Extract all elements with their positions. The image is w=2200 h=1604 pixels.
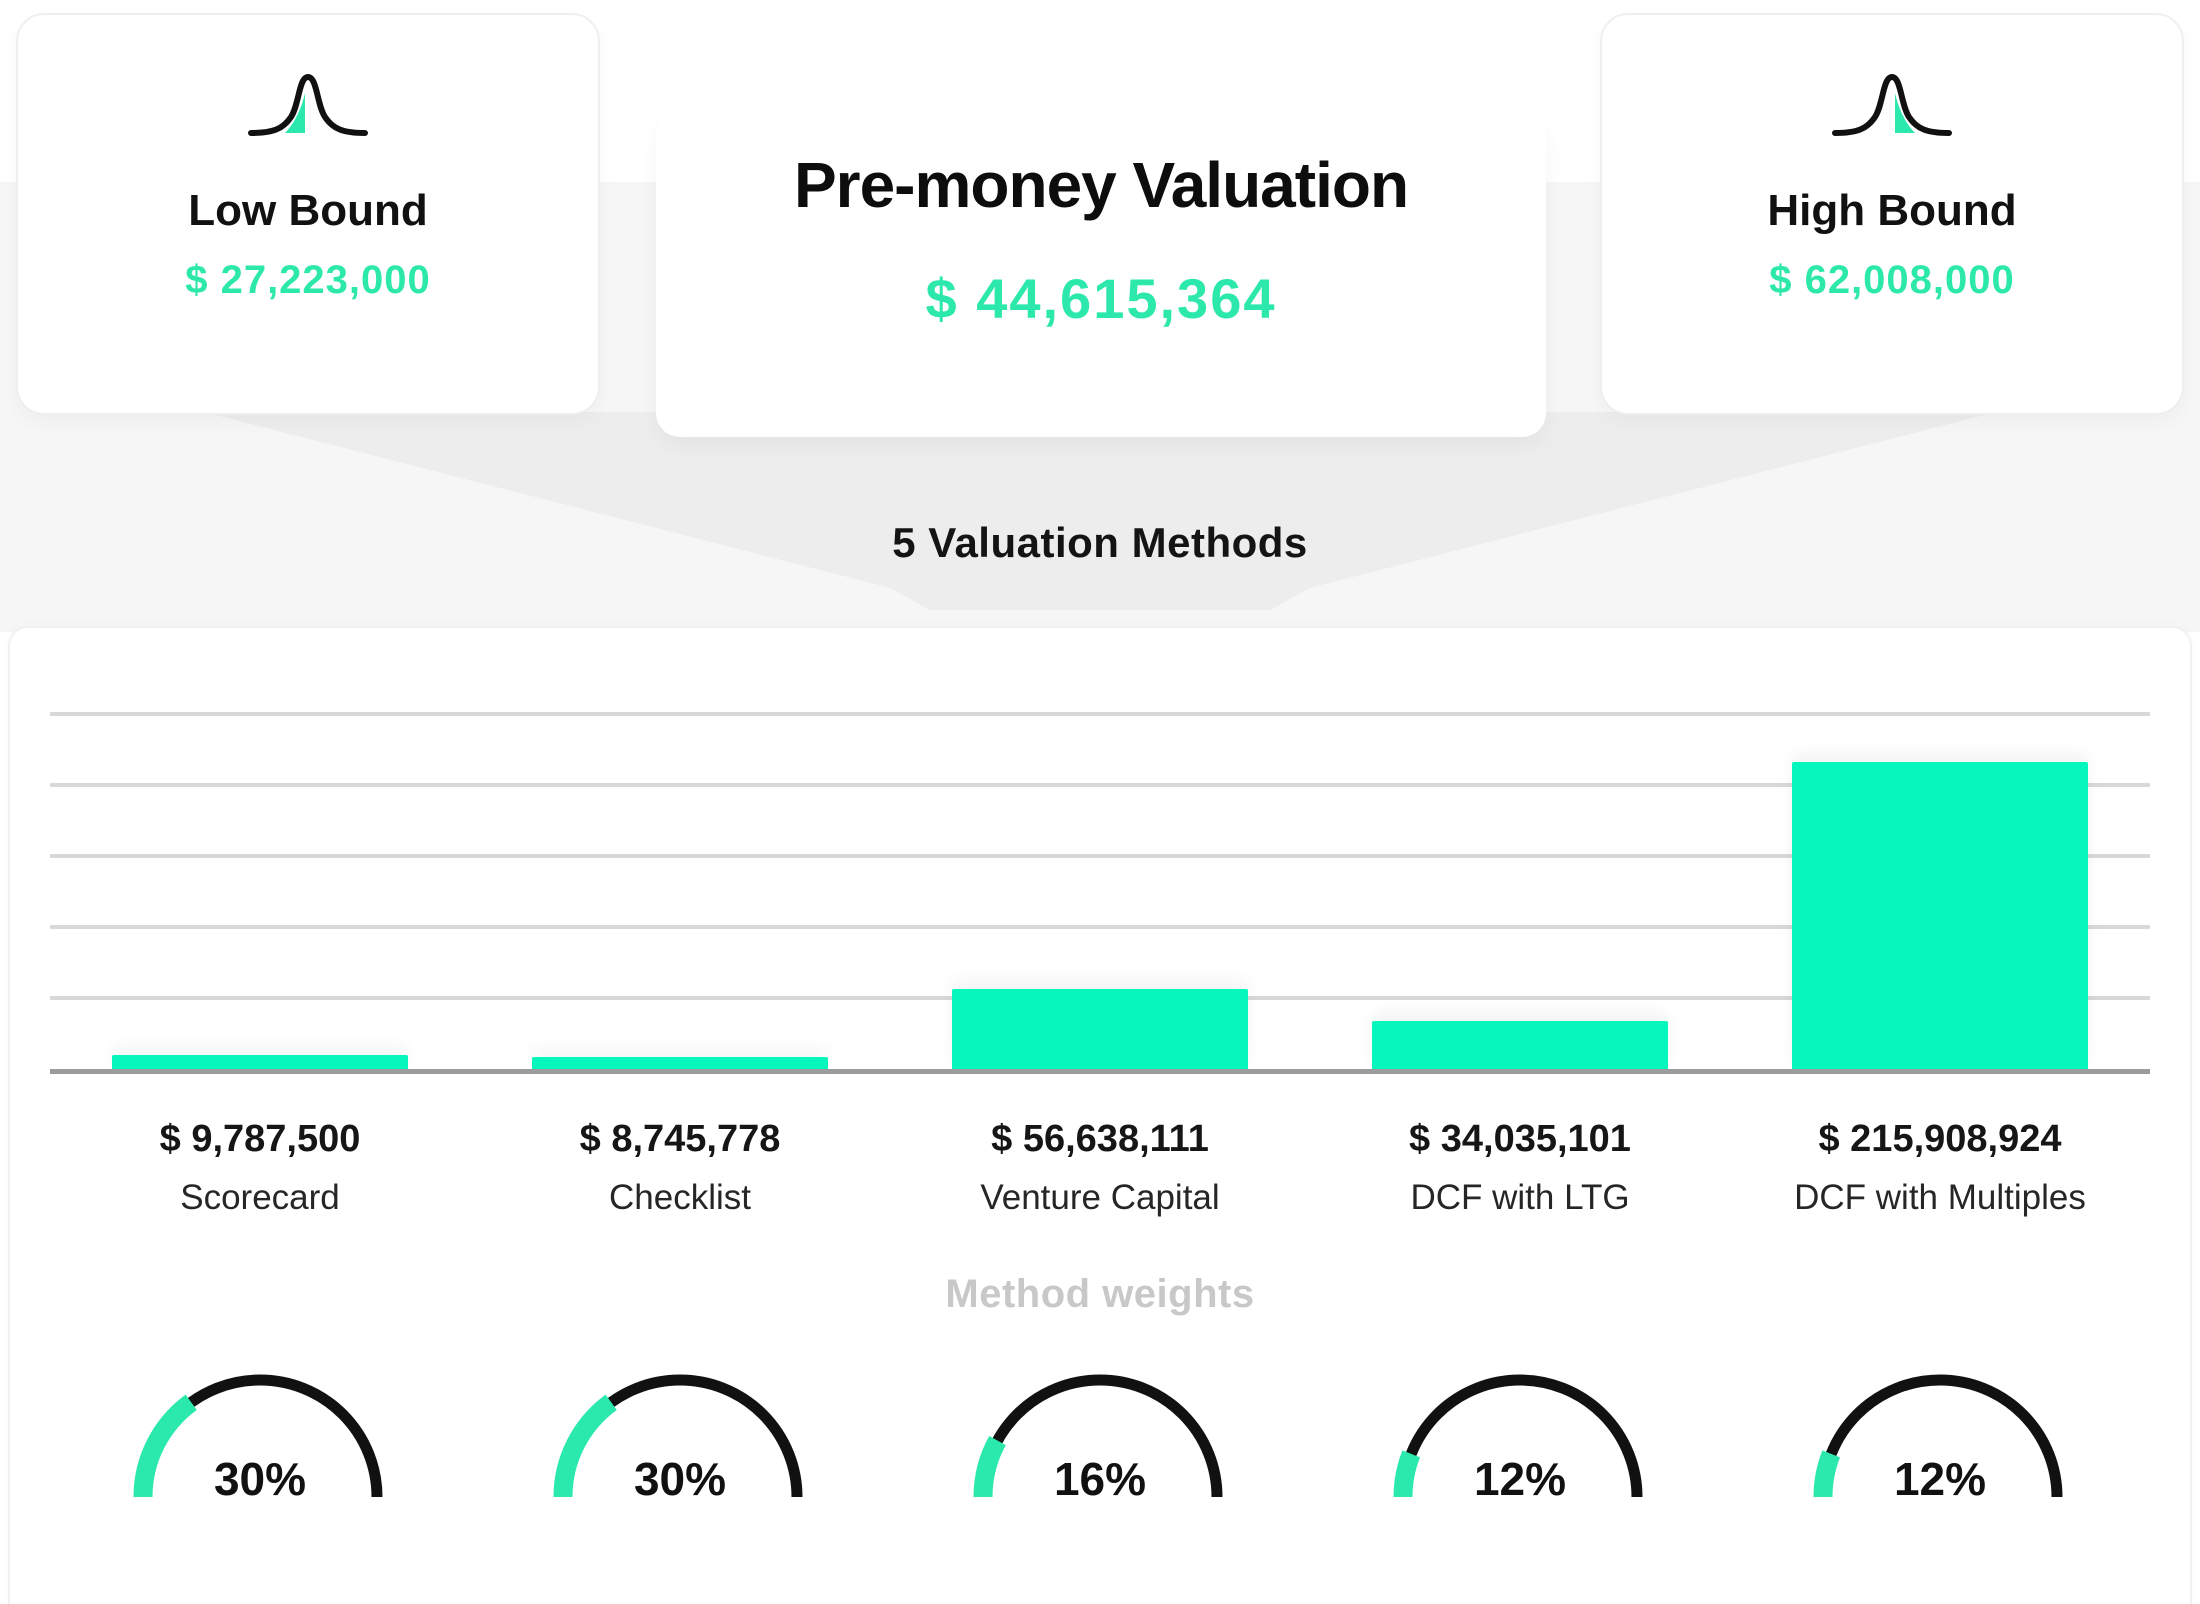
bar-value-label: $ 8,745,778: [579, 1118, 781, 1160]
gauge-percent-label: 30%: [214, 1453, 306, 1505]
gauge-scorecard: 30%: [133, 1374, 383, 1505]
x-axis-line: [50, 1069, 2150, 1074]
bar-category-label: DCF with Multiples: [1794, 1178, 2086, 1217]
bar-value-label: $ 9,787,500: [159, 1118, 361, 1160]
gauge-checklist: 30%: [553, 1374, 803, 1505]
bar-category-label: Scorecard: [180, 1178, 340, 1217]
gauge-dcf-with-multiples: 12%: [1813, 1374, 2063, 1505]
bar-value-label: $ 215,908,924: [1818, 1118, 2062, 1160]
gauge-percent-label: 12%: [1894, 1453, 1986, 1505]
bar-value-label: $ 56,638,111: [991, 1118, 1209, 1160]
gridline-200M: [50, 783, 2150, 787]
gauge-percent-label: 16%: [1054, 1453, 1146, 1505]
gauge-value-arc: [553, 1394, 617, 1498]
gridline-100M: [50, 925, 2150, 929]
gauge-dcf-with-ltg: 12%: [1393, 1374, 1643, 1505]
gauge-value-arc: [1393, 1450, 1421, 1498]
bell-curve-left-tail-icon: [248, 73, 368, 136]
bar-scorecard: [112, 1055, 408, 1069]
gauge-track-arc: [1397, 1374, 1643, 1498]
gridline-150M: [50, 854, 2150, 858]
gauge-value-arc: [1813, 1450, 1841, 1498]
bar-dcf-with-ltg: [1372, 1021, 1668, 1069]
gauge-percent-label: 30%: [634, 1453, 726, 1505]
bar-category-label: Checklist: [609, 1178, 751, 1217]
high-bound-label: High Bound: [1767, 186, 2017, 235]
high-bound-card: High Bound $ 62,008,000: [1600, 13, 2184, 415]
bar-category-label: DCF with LTG: [1410, 1178, 1630, 1217]
low-bound-label: Low Bound: [188, 186, 428, 235]
bell-curve-right-tail-icon: [1832, 73, 1952, 136]
gridline-250M: [50, 712, 2150, 716]
bar-checklist: [532, 1057, 828, 1069]
pre-money-card: Pre-money Valuation $ 44,615,364: [656, 112, 1546, 437]
method-weights-title: Method weights: [945, 1272, 1255, 1316]
pre-money-title: Pre-money Valuation: [793, 149, 1409, 221]
bar-venture-capital: [952, 989, 1248, 1069]
bar-dcf-with-multiples: [1792, 762, 2088, 1069]
low-bound-value: $ 27,223,000: [185, 258, 431, 302]
gauge-venture-capital: 16%: [973, 1374, 1223, 1505]
gauge-value-arc: [973, 1436, 1006, 1498]
pre-money-value: $ 44,615,364: [925, 267, 1277, 330]
low-bound-card: Low Bound $ 27,223,000: [16, 13, 600, 415]
bar-category-label: Venture Capital: [980, 1178, 1220, 1217]
high-bound-value: $ 62,008,000: [1769, 258, 2015, 302]
gauge-percent-label: 12%: [1474, 1453, 1566, 1505]
gauge-track-arc: [1817, 1374, 2063, 1498]
bar-value-label: $ 34,035,101: [1409, 1118, 1631, 1160]
gauge-value-arc: [133, 1394, 197, 1498]
valuation-methods-heading: 5 Valuation Methods: [892, 519, 1308, 566]
